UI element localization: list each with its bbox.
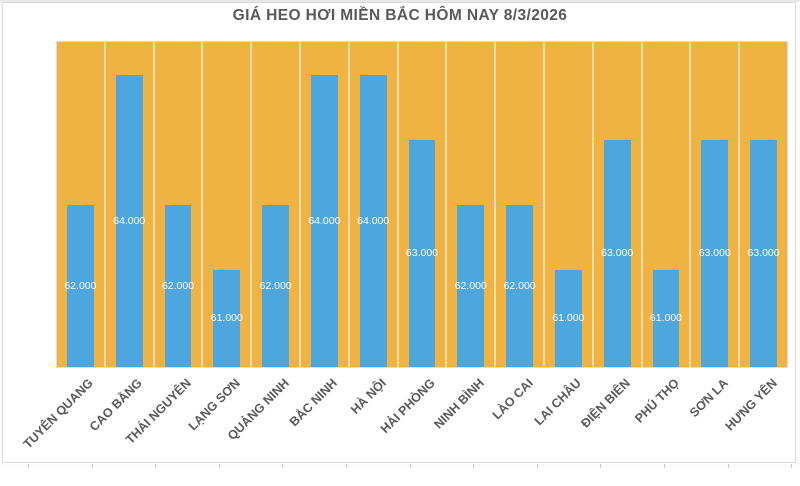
bar-9: 62.000 (503, 204, 536, 367)
category-column: 64.000 (301, 42, 350, 367)
bar-6: 64.000 (357, 74, 390, 367)
data-label: 63.000 (601, 247, 634, 260)
sheet-column-gridline (282, 464, 284, 468)
data-label: 63.000 (698, 247, 731, 260)
category-column: 63.000 (740, 42, 787, 367)
bar-10: 61.000 (552, 269, 585, 367)
chart-title: GIÁ HEO HƠI MIỀN BẮC HÔM NAY 8/3/2026 (232, 7, 568, 24)
bar-3: 61.000 (210, 269, 243, 367)
bar-5: 64.000 (308, 74, 341, 367)
data-label: 62.000 (454, 279, 487, 292)
bar-14: 63.000 (747, 139, 780, 367)
bar-13: 63.000 (698, 139, 731, 367)
category-column: 62.000 (252, 42, 301, 367)
bar-8: 62.000 (454, 204, 487, 367)
data-label: 61.000 (210, 312, 243, 325)
sheet-column-gridline (727, 464, 729, 468)
bar-7: 63.000 (405, 139, 439, 367)
data-label: 62.000 (503, 279, 536, 292)
category-column: 62.000 (155, 42, 204, 367)
category-column: 61.000 (545, 42, 594, 367)
bar-4: 62.000 (259, 204, 292, 367)
sheet-column-gridline (91, 464, 93, 468)
data-label: 61.000 (649, 312, 683, 325)
sheet-column-gridline (218, 464, 220, 468)
sheet-column-gridline (536, 464, 538, 468)
category-column: 61.000 (643, 42, 692, 367)
category-column: 61.000 (203, 42, 253, 367)
bar-0: 62.000 (64, 204, 97, 367)
data-label: 63.000 (747, 247, 780, 260)
data-label: 62.000 (161, 279, 195, 292)
category-column: 62.000 (496, 42, 545, 367)
sheet-column-gridline (346, 464, 347, 468)
sheet-column-gridline (664, 464, 665, 468)
data-label: 63.000 (405, 247, 439, 260)
category-column: 63.000 (399, 42, 448, 367)
chart-image: GIÁ HEO HƠI MIỀN BẮC HÔM NAY 8/3/2026 62… (0, 0, 800, 468)
category-column: 62.000 (57, 42, 106, 367)
category-column: 62.000 (447, 42, 497, 367)
sheet-column-gridline (473, 464, 475, 468)
sheet-column-gridline (155, 464, 157, 468)
spreadsheet-top-edge (0, 0, 800, 2)
data-label: 61.000 (552, 312, 585, 325)
category-column: 64.000 (350, 42, 399, 367)
bar-1: 64.000 (113, 74, 146, 367)
bar-11: 63.000 (601, 139, 634, 367)
sheet-column-gridline (28, 464, 29, 468)
x-axis-labels: TUYÊN QUANG CAO BẰNG THÁI NGUYÊN LẠNG SƠN QU… (21, 373, 788, 465)
data-label: 64.000 (357, 214, 390, 227)
data-label: 64.000 (308, 214, 341, 227)
category-column: 63.000 (691, 42, 741, 367)
spreadsheet-bottom-edge (0, 464, 800, 468)
data-label: 64.000 (113, 214, 146, 227)
data-label: 62.000 (259, 279, 292, 292)
sheet-column-gridline (600, 464, 602, 468)
data-label: 62.000 (64, 279, 97, 292)
category-column: 64.000 (106, 42, 155, 367)
plot-area: 62.000 64.000 62.000 61.000 62.000 64.000 64.0… (56, 41, 788, 368)
sheet-column-gridline (409, 464, 411, 468)
category-column: 63.000 (594, 42, 643, 367)
bar-12: 61.000 (649, 269, 683, 367)
sheet-column-gridline (791, 464, 793, 468)
bar-2: 62.000 (161, 204, 195, 367)
